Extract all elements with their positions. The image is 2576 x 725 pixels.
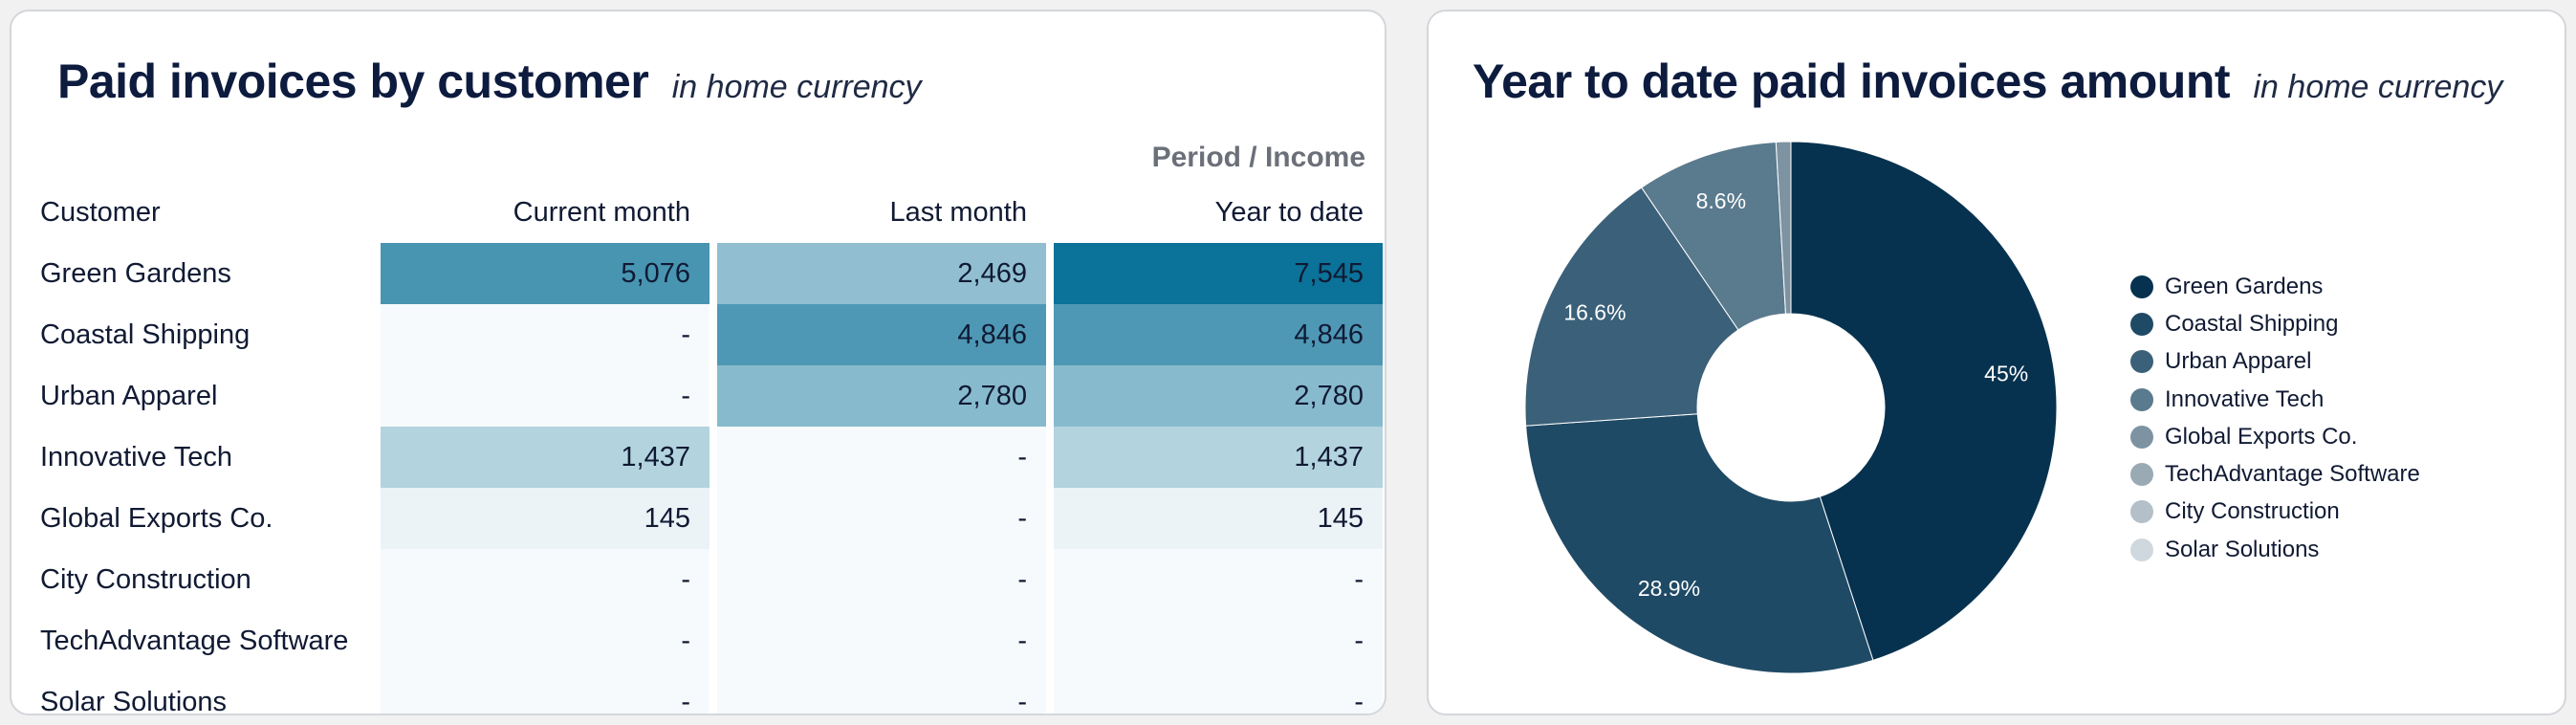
paid-invoices-title: Paid invoices by customer [57,55,649,108]
last-month-cell: 4,846 [717,304,1046,365]
year-to-date-cell: 4,846 [1054,304,1383,365]
year-to-date-cell: - [1054,671,1383,714]
legend-item[interactable]: Urban Apparel [2130,343,2420,381]
customer-cell: City Construction [29,549,373,610]
legend-swatch-icon [2130,538,2153,561]
year-to-date-cell: - [1054,610,1383,671]
table-row[interactable]: Urban Apparel -2,780 2,780 [29,365,1383,427]
last-month-cell: - [717,610,1046,671]
year-to-date-cell: 2,780 [1054,365,1383,427]
table-row[interactable]: City Construction - - - [29,549,1383,610]
legend-swatch-icon [2130,350,2153,374]
customer-cell: Coastal Shipping [29,304,373,365]
ytd-header: Year to date paid invoices amount in hom… [1473,54,2502,109]
donut-slice-label: 28.9% [1638,576,1700,601]
legend-item[interactable]: City Construction [2130,494,2420,531]
legend-swatch-icon [2130,500,2153,524]
donut-slice-global-exports-co-[interactable] [1775,141,1792,315]
table-row[interactable]: Global Exports Co. 145-145 [29,488,1383,549]
legend-swatch-icon [2130,312,2153,336]
customer-cell: Global Exports Co. [29,488,373,549]
last-month-cell: 2,780 [717,365,1046,427]
legend-swatch-icon [2130,275,2153,298]
year-to-date-cell: 1,437 [1054,427,1383,488]
ytd-title: Year to date paid invoices amount [1473,55,2231,108]
donut-slice-label: 45% [1984,361,2028,385]
donut-slice-green-gardens[interactable] [1790,141,2058,662]
table-row[interactable]: Innovative Tech 1,437-1,437 [29,427,1383,488]
customer-cell: Solar Solutions [29,671,373,714]
ytd-subtitle: in home currency [2253,69,2503,105]
period-income-label: Period / Income [1151,142,1365,173]
table-row[interactable]: TechAdvantage Software - - - [29,610,1383,671]
donut-slice-label: 8.6% [1696,188,1746,213]
current-month-cell: 145 [381,488,709,549]
donut-slice-urban-apparel[interactable] [1524,187,1739,427]
legend-label: Urban Apparel [2165,348,2312,375]
column-header-current-month[interactable]: Current month [513,196,690,228]
legend-label: Innovative Tech [2165,385,2325,412]
current-month-cell: - [381,671,709,714]
legend-item[interactable]: Coastal Shipping [2130,305,2420,342]
table-row[interactable]: Coastal Shipping -4,846 4,846 [29,304,1383,365]
ytd-donut-chart: 45% 28.9% 16.6% 8.6% [1524,141,2058,674]
legend-item[interactable]: TechAdvantage Software [2130,455,2420,493]
paid-invoices-header: Paid invoices by customer in home curren… [57,54,922,109]
donut-slice-coastal-shipping[interactable] [1525,413,1874,674]
ytd-paid-invoices-card: Year to date paid invoices amount in hom… [1427,10,2566,715]
donut-slice-label: 16.6% [1563,299,1626,324]
current-month-cell: - [381,365,709,427]
last-month-cell: - [717,549,1046,610]
year-to-date-cell: 7,545 [1054,243,1383,304]
paid-invoices-card: Paid invoices by customer in home curren… [10,10,1386,715]
last-month-cell: - [717,671,1046,714]
legend-swatch-icon [2130,425,2153,449]
year-to-date-cell: - [1054,549,1383,610]
paid-invoices-subtitle: in home currency [671,69,922,105]
legend-item[interactable]: Global Exports Co. [2130,418,2420,455]
table-row[interactable]: Green Gardens 5,076 2,469 7,545 [29,243,1383,304]
last-month-cell: - [717,488,1046,549]
column-header-last-month[interactable]: Last month [889,196,1027,228]
table-row[interactable]: Solar Solutions - - - [29,671,1383,714]
legend-swatch-icon [2130,387,2153,411]
legend-item[interactable]: Innovative Tech [2130,381,2420,418]
paid-invoices-table: Customer Current month Last month Year t… [21,182,1385,714]
column-header-customer[interactable]: Customer [40,196,161,228]
year-to-date-cell: 145 [1054,488,1383,549]
current-month-cell: 1,437 [381,427,709,488]
legend-label: Green Gardens [2165,273,2324,299]
customer-cell: Green Gardens [29,243,373,304]
donut-legend: Green Gardens Coastal Shipping Urban Appar… [2130,268,2420,568]
customer-cell: Urban Apparel [29,365,373,427]
last-month-cell: 2,469 [717,243,1046,304]
legend-item[interactable]: Green Gardens [2130,268,2420,305]
column-header-year-to-date[interactable]: Year to date [1214,196,1364,228]
legend-label: Global Exports Co. [2165,423,2358,450]
customer-cell: Innovative Tech [29,427,373,488]
customer-cell: TechAdvantage Software [29,610,373,671]
legend-label: Coastal Shipping [2165,310,2339,337]
table-header-row: Customer Current month Last month Year t… [29,182,1383,243]
current-month-cell: - [381,304,709,365]
legend-label: City Construction [2165,498,2340,525]
legend-label: TechAdvantage Software [2165,461,2420,488]
current-month-cell: 5,076 [381,243,709,304]
legend-item[interactable]: Solar Solutions [2130,531,2420,568]
legend-swatch-icon [2130,463,2153,487]
last-month-cell: - [717,427,1046,488]
current-month-cell: - [381,549,709,610]
legend-label: Solar Solutions [2165,536,2320,562]
current-month-cell: - [381,610,709,671]
